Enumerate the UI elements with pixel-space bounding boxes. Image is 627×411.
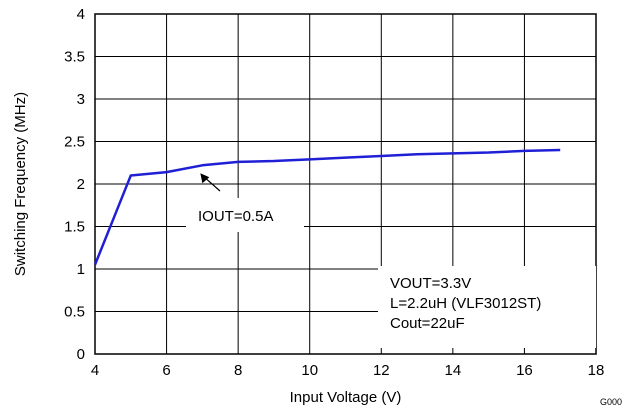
x-tick-label: 14 <box>445 362 462 379</box>
x-tick-label: 10 <box>301 362 318 379</box>
x-axis-label: Input Voltage (V) <box>290 389 402 406</box>
x-tick-labels: 4 6 8 10 12 14 16 18 <box>91 362 605 379</box>
callout-label: IOUT=0.5A <box>198 208 273 225</box>
y-tick-label: 3 <box>77 91 85 108</box>
conditions-box: VOUT=3.3V L=2.2uH (VLF3012ST) Cout=22uF <box>378 266 596 348</box>
series-line <box>93 148 561 266</box>
y-tick-label: 1.5 <box>64 219 85 236</box>
callout-arrowhead <box>200 173 210 184</box>
x-tick-label: 16 <box>516 362 533 379</box>
y-tick-label: 2 <box>77 176 85 193</box>
condition-vout: VOUT=3.3V <box>390 275 471 292</box>
y-tick-label: 3.5 <box>64 49 85 66</box>
x-tick-label: 4 <box>91 362 99 379</box>
callout: IOUT=0.5A <box>186 173 304 232</box>
plot-frame <box>94 13 597 355</box>
x-tick-label: 12 <box>373 362 390 379</box>
x-tick-label: 8 <box>234 362 242 379</box>
x-tick-label: 18 <box>588 362 605 379</box>
y-tick-label: 1 <box>77 261 85 278</box>
y-axis-label: Switching Frequency (MHz) <box>12 92 29 276</box>
y-tick-label: 0.5 <box>64 304 85 321</box>
series-group <box>93 148 561 266</box>
callout-background <box>186 198 304 232</box>
condition-cout: Cout=22uF <box>390 315 465 332</box>
condition-inductor: L=2.2uH (VLF3012ST) <box>390 295 541 312</box>
figure-id: G000 <box>600 397 622 407</box>
y-tick-label: 0 <box>77 346 85 363</box>
y-tick-labels: 0 0.5 1 1.5 2 2.5 3 3.5 4 <box>64 6 85 363</box>
conditions-background <box>378 266 596 348</box>
y-tick-label: 2.5 <box>64 134 85 151</box>
x-tick-label: 6 <box>162 362 170 379</box>
plot-border <box>94 13 597 355</box>
y-tick-label: 4 <box>77 6 85 23</box>
